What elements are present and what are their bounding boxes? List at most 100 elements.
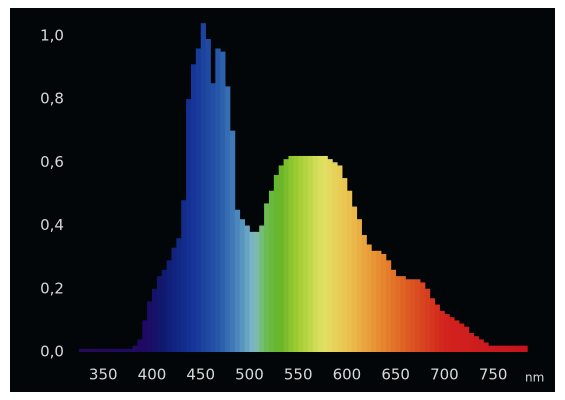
bar bbox=[415, 279, 421, 352]
x-tick-label: 750 bbox=[479, 366, 508, 384]
bar bbox=[371, 250, 377, 352]
bar bbox=[283, 159, 289, 352]
bar bbox=[488, 345, 494, 352]
bar bbox=[317, 155, 323, 352]
x-axis-label: nm bbox=[525, 371, 544, 385]
bar bbox=[259, 225, 265, 352]
bar bbox=[225, 86, 231, 353]
bar bbox=[483, 342, 489, 352]
bar bbox=[454, 320, 460, 352]
bar bbox=[127, 348, 133, 352]
bar bbox=[156, 276, 163, 352]
bar bbox=[332, 162, 338, 352]
bar bbox=[78, 348, 85, 352]
bar bbox=[400, 276, 406, 352]
bar bbox=[264, 203, 270, 352]
bar bbox=[444, 314, 450, 352]
bar bbox=[215, 48, 221, 352]
bar bbox=[478, 339, 484, 352]
bar bbox=[210, 83, 216, 352]
bar bbox=[502, 345, 509, 352]
bar bbox=[498, 345, 504, 352]
bar bbox=[190, 64, 197, 353]
bar bbox=[195, 48, 202, 352]
bar bbox=[390, 269, 397, 352]
y-tick-label: 0,0 bbox=[40, 343, 64, 361]
bar bbox=[98, 348, 104, 352]
bar bbox=[429, 298, 436, 352]
bar bbox=[312, 155, 319, 352]
bar bbox=[342, 178, 348, 352]
bar bbox=[434, 304, 440, 352]
bar bbox=[161, 269, 167, 352]
bar bbox=[254, 231, 260, 352]
bar bbox=[298, 155, 304, 352]
bar bbox=[366, 244, 372, 352]
bar bbox=[410, 279, 416, 352]
bar bbox=[132, 345, 138, 352]
bar bbox=[186, 99, 192, 352]
y-tick-label: 0,6 bbox=[40, 153, 64, 171]
bar bbox=[205, 38, 211, 352]
bar bbox=[473, 336, 479, 352]
bar bbox=[468, 333, 475, 352]
bar bbox=[293, 155, 299, 352]
x-tick-label: 650 bbox=[381, 366, 410, 384]
bar bbox=[522, 345, 528, 352]
bar bbox=[239, 219, 245, 352]
bar bbox=[181, 200, 187, 352]
bar bbox=[356, 219, 362, 352]
bar bbox=[151, 288, 158, 352]
bar bbox=[83, 348, 90, 352]
bar bbox=[166, 260, 172, 352]
bar bbox=[322, 155, 328, 352]
bar bbox=[288, 155, 294, 352]
bar bbox=[112, 348, 119, 352]
bar bbox=[376, 250, 382, 352]
bar bbox=[176, 238, 182, 352]
bar bbox=[249, 231, 255, 352]
bar bbox=[459, 323, 465, 352]
x-tick-label: 500 bbox=[235, 366, 264, 384]
bar bbox=[303, 155, 309, 352]
bar bbox=[327, 159, 333, 352]
x-tick-label: 350 bbox=[89, 366, 118, 384]
bar bbox=[103, 348, 109, 352]
bar bbox=[385, 260, 392, 352]
x-tick-label: 550 bbox=[284, 366, 313, 384]
bar bbox=[108, 348, 114, 352]
bar bbox=[395, 276, 401, 352]
y-tick-label: 0,2 bbox=[40, 279, 64, 297]
bar bbox=[307, 155, 314, 352]
bar bbox=[278, 165, 284, 352]
bar bbox=[171, 247, 177, 352]
bar bbox=[424, 288, 431, 352]
x-tick-label: 450 bbox=[186, 366, 215, 384]
x-tick-label: 400 bbox=[138, 366, 167, 384]
bar bbox=[337, 165, 343, 352]
y-tick-label: 0,4 bbox=[40, 216, 64, 234]
bar bbox=[220, 51, 226, 352]
bar bbox=[493, 345, 499, 352]
bar bbox=[512, 345, 518, 352]
bar bbox=[200, 23, 206, 353]
bar bbox=[405, 279, 411, 352]
bar bbox=[346, 190, 353, 352]
y-tick-label: 1,0 bbox=[40, 26, 64, 44]
bar bbox=[381, 253, 387, 352]
bar bbox=[449, 317, 455, 352]
bar bbox=[88, 348, 94, 352]
bar bbox=[147, 301, 153, 352]
bar bbox=[229, 130, 236, 352]
bar bbox=[93, 348, 99, 352]
bar bbox=[234, 209, 241, 352]
bar bbox=[463, 326, 470, 352]
bar bbox=[244, 225, 250, 352]
x-tick-label: 700 bbox=[430, 366, 459, 384]
bar bbox=[268, 190, 275, 352]
bar bbox=[361, 235, 367, 352]
bar bbox=[351, 206, 358, 352]
bar bbox=[507, 345, 514, 352]
bar bbox=[142, 320, 148, 352]
